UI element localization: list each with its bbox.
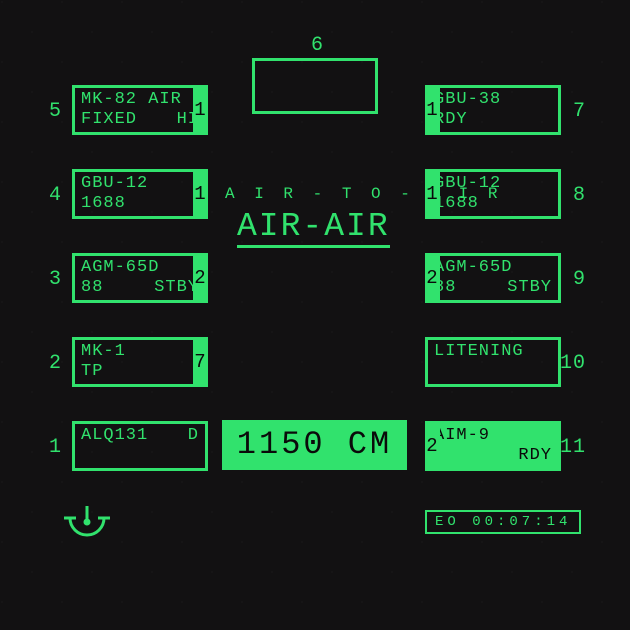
mode-title: AIR-AIR bbox=[237, 210, 390, 248]
weapon-count-badge: 2 bbox=[425, 423, 440, 469]
station-line2: RDY bbox=[434, 446, 552, 466]
station-number: 8 bbox=[573, 184, 586, 207]
station-line2: FIXEDHI bbox=[81, 110, 199, 130]
station-line1: AIM-9 bbox=[434, 426, 552, 446]
station-3-box[interactable]: AGM-65D88STBY32 bbox=[72, 253, 208, 303]
station-8-box[interactable]: GBU-12168881 bbox=[425, 169, 561, 219]
station-number: 2 bbox=[49, 352, 62, 375]
mfd-display: 6 A I R - T O - A I R AIR-AIR 1150 CM EO… bbox=[0, 0, 630, 630]
weapon-count-badge: 1 bbox=[425, 87, 440, 133]
station-9-box[interactable]: AGM-65D88STBY92 bbox=[425, 253, 561, 303]
weapon-name: AGM-65D bbox=[81, 258, 159, 278]
eo-timer-box: EO 00:07:14 bbox=[425, 510, 581, 534]
weapon-name: AIM-9 bbox=[434, 426, 490, 446]
station-11-box[interactable]: AIM-9RDY112 bbox=[425, 421, 561, 471]
station-line1: GBU-12 bbox=[434, 174, 552, 194]
station-5-box[interactable]: MK-82 AIRFIXEDHI51 bbox=[72, 85, 208, 135]
station-4-box[interactable]: GBU-12168841 bbox=[72, 169, 208, 219]
weapon-count-badge: 1 bbox=[193, 171, 208, 217]
station-line1: AGM-65D bbox=[81, 258, 199, 278]
station-line2: 88STBY bbox=[434, 278, 552, 298]
weapon-count-badge: 7 bbox=[193, 339, 208, 385]
weapon-detail-a: FIXED bbox=[81, 110, 137, 130]
weapon-name: GBU-12 bbox=[434, 174, 501, 194]
station-number: 10 bbox=[560, 352, 586, 375]
station-line1: GBU-38 bbox=[434, 90, 552, 110]
station-1-box[interactable]: ALQ131D1 bbox=[72, 421, 208, 471]
station-7-box[interactable]: GBU-38RDY71 bbox=[425, 85, 561, 135]
station-line2: 88STBY bbox=[81, 278, 199, 298]
weapon-detail-a: 1688 bbox=[81, 194, 126, 214]
station-number: 3 bbox=[49, 268, 62, 291]
weapon-count-badge: 2 bbox=[193, 255, 208, 301]
weapon-count-badge: 2 bbox=[425, 255, 440, 301]
heading-tape-icon bbox=[64, 500, 110, 546]
station-2-box[interactable]: MK-1TP27 bbox=[72, 337, 208, 387]
weapon-count-badge: 1 bbox=[193, 87, 208, 133]
station-line1: AGM-65D bbox=[434, 258, 552, 278]
weapon-count-badge: 1 bbox=[425, 171, 440, 217]
weapon-name: GBU-12 bbox=[81, 174, 148, 194]
weapon-detail-a: TP bbox=[81, 362, 103, 382]
weapon-name: MK-1 bbox=[81, 342, 126, 362]
weapon-name: GBU-38 bbox=[434, 90, 501, 110]
weapon-detail-a: 1688 bbox=[434, 194, 479, 214]
weapon-name: ALQ131 bbox=[81, 426, 148, 446]
station-number: 9 bbox=[573, 268, 586, 291]
station-line2: TP bbox=[81, 362, 199, 382]
station-line2: 1688 bbox=[81, 194, 199, 214]
station-number: 4 bbox=[49, 184, 62, 207]
station-line1: MK-1 bbox=[81, 342, 199, 362]
station-line1: GBU-12 bbox=[81, 174, 199, 194]
station-line2: RDY bbox=[434, 110, 552, 130]
station-number: 1 bbox=[49, 436, 62, 459]
station-line2: 1688 bbox=[434, 194, 552, 214]
station-10-box[interactable]: LITENING10 bbox=[425, 337, 561, 387]
weapon-detail-b: RDY bbox=[518, 446, 552, 466]
weapon-detail-a: 88 bbox=[81, 278, 103, 298]
weapon-name: MK-82 AIR bbox=[81, 90, 182, 110]
weapon-suffix: D bbox=[188, 426, 199, 446]
station-line1: MK-82 AIR bbox=[81, 90, 199, 110]
weapon-detail-b: STBY bbox=[507, 278, 552, 298]
station-6-label: 6 bbox=[311, 34, 323, 57]
weapon-name: LITENING bbox=[434, 342, 524, 362]
station-line1: ALQ131 D bbox=[81, 426, 199, 446]
station-number: 5 bbox=[49, 100, 62, 123]
station-6-box[interactable] bbox=[252, 58, 378, 114]
station-number: 7 bbox=[573, 100, 586, 123]
station-line1: LITENING bbox=[434, 342, 552, 362]
station-number: 11 bbox=[560, 436, 586, 459]
countermeasures-box[interactable]: 1150 CM bbox=[222, 420, 407, 470]
weapon-name: AGM-65D bbox=[434, 258, 512, 278]
